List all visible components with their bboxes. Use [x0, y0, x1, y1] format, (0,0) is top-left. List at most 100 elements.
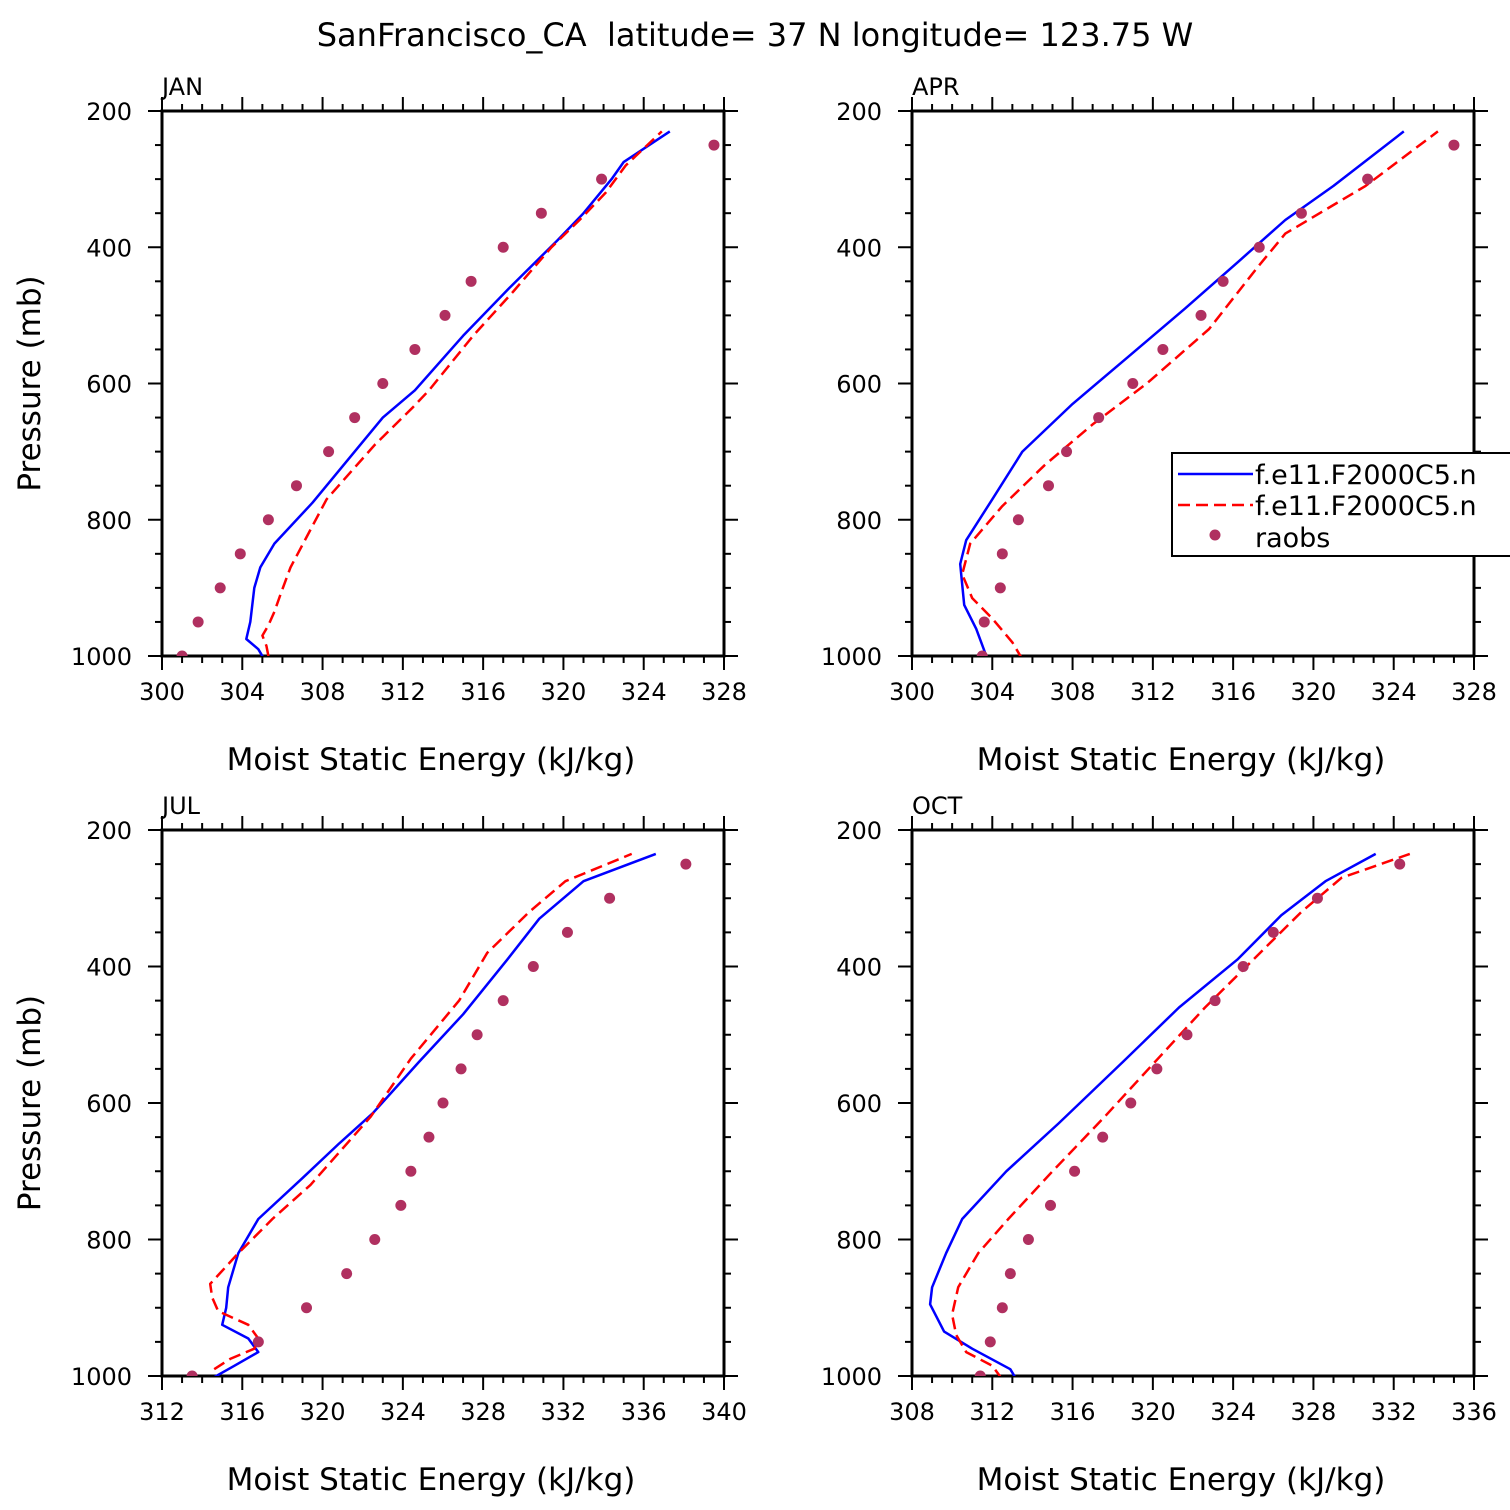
y-axis-title: Pressure (mb) [12, 995, 48, 1211]
legend-label: f.e11.F2000C5.n [1255, 460, 1477, 491]
raobs-point [234, 548, 246, 560]
raobs-point [395, 1199, 407, 1211]
model-line-solid [958, 130, 1405, 656]
x-tick-label: 312 [1130, 678, 1176, 706]
x-tick-label: 324 [1371, 678, 1417, 706]
raobs-point [978, 616, 990, 628]
raobs-point [1195, 309, 1207, 321]
raobs-point [439, 309, 451, 321]
legend-label: f.e11.F2000C5.n [1255, 491, 1477, 522]
panel-jul: JUL 312 316 320 324 328 332 336 340 200 400 600 800 1… [12, 792, 747, 1498]
y-tick-label: 600 [86, 371, 132, 399]
raobs-point [1125, 1097, 1137, 1109]
x-tick-label: 308 [1050, 678, 1096, 706]
raobs-point [1253, 241, 1265, 253]
raobs-point [497, 241, 509, 253]
x-tick-label: 328 [1451, 678, 1497, 706]
legend-label: raobs [1255, 523, 1330, 554]
panel-apr: APR 300 304 308 312 316 320 324 328 200 400 600 800 1… [821, 73, 1497, 778]
y-tick-label: 200 [86, 98, 132, 126]
y-tick-label: 400 [86, 954, 132, 982]
raobs-point [1237, 961, 1249, 972]
x-axis-title: Moist Static Energy (kJ/kg) [977, 1462, 1386, 1498]
raobs-point [1362, 173, 1374, 185]
raobs-point [984, 1336, 996, 1348]
raobs-point [1042, 480, 1054, 492]
y-tick-label: 800 [86, 1227, 132, 1255]
x-tick-label: 300 [139, 678, 185, 706]
panel-label: APR [912, 73, 960, 101]
y-tick-label: 1000 [821, 1363, 882, 1391]
y-tick-label: 600 [86, 1090, 132, 1118]
x-tick-label: 324 [380, 1398, 426, 1426]
x-tick-label: 320 [300, 1398, 346, 1426]
y-tick-label: 200 [836, 817, 882, 845]
x-tick-label: 332 [1371, 1398, 1417, 1426]
raobs-point [1044, 1199, 1056, 1211]
x-tick-label: 328 [1291, 1398, 1337, 1426]
model-line-dashed [950, 852, 1411, 1376]
x-tick-label: 320 [1130, 1398, 1176, 1426]
y-tick-label: 1000 [71, 1363, 132, 1391]
panel-label: JAN [160, 73, 203, 101]
plot-data [928, 852, 1411, 1376]
raobs-point [996, 1302, 1008, 1314]
plot-data [958, 130, 1460, 656]
raobs-point [527, 961, 539, 972]
figure-title: SanFrancisco_CA latitude= 37 N longitude… [317, 16, 1194, 54]
x-axis-title: Moist Static Energy (kJ/kg) [977, 742, 1386, 778]
raobs-point [349, 412, 361, 424]
x-tick-label: 316 [1050, 1398, 1096, 1426]
x-tick-label: 328 [701, 678, 747, 706]
x-tick-label: 312 [969, 1398, 1015, 1426]
x-tick-label: 332 [541, 1398, 587, 1426]
raobs-point [1295, 207, 1307, 219]
raobs-point [1217, 275, 1229, 287]
raobs-point [680, 858, 692, 870]
y-tick-label: 800 [836, 1227, 882, 1255]
x-tick-label: 324 [1210, 1398, 1256, 1426]
raobs-point [708, 139, 720, 151]
plot-frame [910, 109, 1476, 658]
plot-data [176, 130, 720, 656]
raobs-point [1127, 378, 1139, 389]
panel-oct: OCT 308 312 316 320 324 328 332 336 200 400 600 800 1… [821, 792, 1497, 1498]
y-tick-label: 600 [836, 371, 882, 399]
x-tick-label: 312 [380, 678, 426, 706]
panel-jan: JAN 300 304 308 312 316 320 324 328 200 400 600 800 1… [12, 73, 747, 778]
raobs-point [596, 173, 608, 185]
x-axis-title: Moist Static Energy (kJ/kg) [227, 742, 636, 778]
y-tick-label: 1000 [71, 643, 132, 671]
y-tick-label: 400 [86, 234, 132, 262]
y-tick-label: 400 [836, 234, 882, 262]
raobs-point [1022, 1234, 1034, 1245]
raobs-point [1394, 858, 1406, 870]
y-tick-label: 200 [836, 98, 882, 126]
raobs-point [1061, 446, 1073, 458]
plot-frame [160, 109, 726, 658]
x-tick-label: 340 [701, 1398, 747, 1426]
raobs-point [1097, 1131, 1109, 1143]
raobs-point [471, 1029, 483, 1041]
plot-frame [910, 828, 1476, 1378]
raobs-point [996, 548, 1008, 560]
x-tick-label: 312 [139, 1398, 185, 1426]
x-tick-label: 316 [219, 1398, 265, 1426]
y-tick-label: 800 [86, 507, 132, 535]
raobs-point [604, 892, 616, 904]
y-tick-label: 200 [86, 817, 132, 845]
raobs-point [974, 1370, 986, 1376]
x-tick-label: 300 [889, 678, 935, 706]
y-tick-label: 400 [836, 954, 882, 982]
raobs-point [1209, 995, 1221, 1007]
raobs-point [1151, 1063, 1163, 1075]
raobs-point [214, 582, 226, 594]
raobs-point [369, 1234, 381, 1245]
raobs-point [1069, 1165, 1081, 1177]
x-tick-label: 308 [300, 678, 346, 706]
raobs-point [437, 1097, 449, 1109]
x-tick-label: 320 [1291, 678, 1337, 706]
raobs-point [1093, 412, 1105, 424]
raobs-point [1157, 343, 1169, 355]
